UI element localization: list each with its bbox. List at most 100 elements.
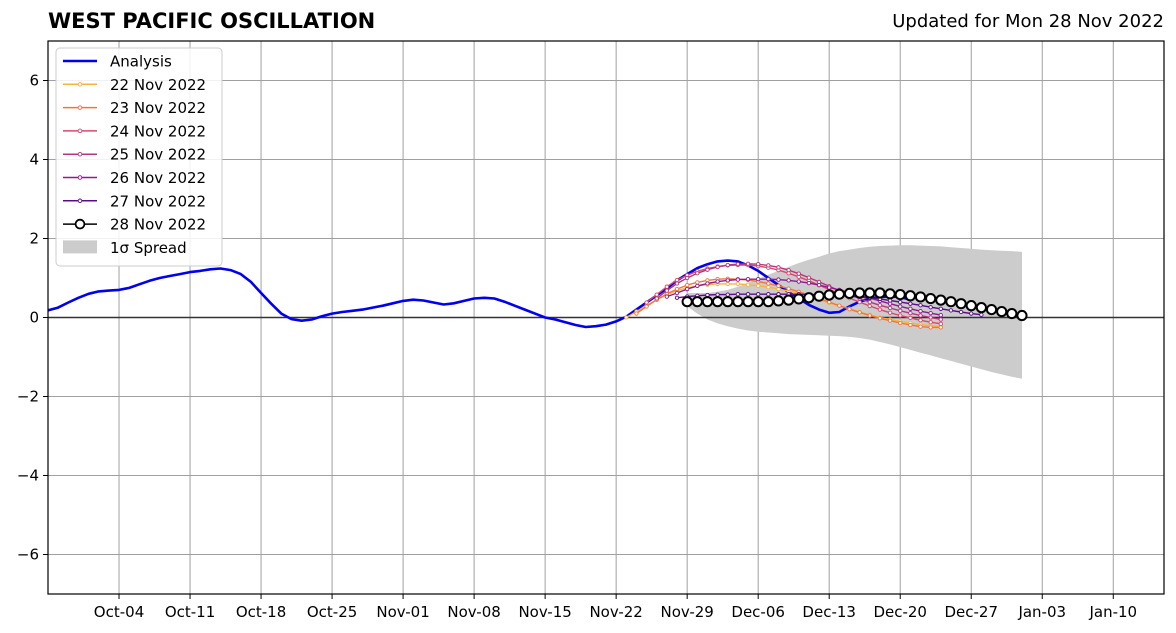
x-tick-label: Nov-01: [376, 603, 429, 621]
forecast-point: [928, 315, 933, 320]
forecast-point: [908, 311, 913, 316]
forecast-point: [908, 315, 913, 321]
forecast-point: [877, 303, 883, 308]
x-tick-label: Nov-29: [660, 603, 713, 621]
legend-marker: [77, 105, 83, 110]
forecast-point: [985, 304, 998, 316]
forecast-point: [776, 265, 781, 270]
y-tick-label: 0: [29, 309, 39, 327]
legend-label: 25 Nov 2022: [110, 146, 206, 164]
forecast-point: [634, 311, 639, 316]
forecast-point: [898, 320, 903, 326]
forecast-point: [654, 292, 659, 297]
forecast-point: [833, 288, 845, 300]
forecast-point: [1006, 307, 1018, 320]
chart-title: WEST PACIFIC OSCILLATION: [48, 9, 376, 33]
forecast-point: [806, 280, 812, 286]
forecast-point: [898, 308, 903, 313]
forecast-point: [925, 292, 937, 305]
forecast-point: [938, 321, 943, 326]
forecast-point: [742, 296, 754, 308]
forecast-point: [816, 282, 822, 288]
x-tick-label: Dec-13: [802, 603, 856, 621]
forecast-point: [813, 290, 825, 302]
forecast-point: [938, 325, 943, 330]
forecast-point: [715, 279, 720, 284]
forecast-point: [766, 277, 771, 282]
forecast-point: [979, 312, 984, 317]
forecast-point: [722, 296, 734, 308]
legend: Analysis 22 Nov 2022 23 Nov 2022 24 Nov 202…: [55, 47, 223, 267]
forecast-point: [955, 298, 967, 310]
plot-layer: [48, 245, 1164, 379]
x-tick-label: Oct-11: [165, 603, 215, 621]
forecast-point: [654, 296, 659, 301]
forecast-point: [674, 286, 680, 292]
x-tick-label: Jan-10: [1088, 603, 1137, 621]
legend-label: 26 Nov 2022: [110, 169, 206, 187]
y-tick-label: −2: [17, 388, 39, 406]
forecast-point: [928, 305, 933, 310]
x-tick-label: Nov-08: [447, 603, 500, 621]
forecast-point: [725, 262, 730, 268]
forecast-point: [685, 286, 690, 292]
forecast-point: [928, 311, 933, 316]
forecast-point: [877, 307, 883, 312]
y-tick-label: 2: [29, 230, 39, 248]
forecast-point: [705, 281, 710, 286]
forecast-point: [864, 287, 876, 299]
forecast-point: [756, 262, 761, 267]
forecast-point: [908, 306, 913, 311]
forecast-point: [735, 281, 741, 287]
forecast-point: [796, 279, 801, 284]
forecast-point: [766, 281, 771, 286]
legend-marker: [77, 198, 83, 204]
forecast-point: [685, 282, 690, 288]
forecast-point: [766, 284, 771, 290]
legend-marker: [77, 151, 83, 157]
forecast-point: [756, 283, 761, 289]
axes-layer: Oct-04 Oct-11 Oct-18 Oct-25 Nov-01 Nov-08 Nov-…: [17, 40, 1165, 621]
forecast-point: [827, 285, 832, 290]
forecast-point: [948, 308, 954, 313]
forecast-point: [867, 299, 872, 305]
forecast-point: [884, 288, 896, 300]
forecast-point: [756, 292, 761, 297]
forecast-point: [786, 267, 791, 273]
legend-box: [55, 47, 223, 267]
forecast-point: [887, 318, 893, 323]
legend-label: 28 Nov 2022: [110, 216, 206, 234]
y-tick-label: −6: [17, 546, 39, 564]
forecast-point: [664, 288, 670, 293]
forecast-point: [786, 286, 791, 291]
forecast-point: [725, 281, 730, 287]
forecast-point: [772, 295, 785, 307]
forecast-point: [945, 296, 957, 308]
forecast-line-4: [666, 278, 941, 316]
forecast-point: [867, 303, 872, 309]
forecast-point: [712, 296, 724, 308]
analysis-line: [48, 259, 911, 329]
legend-swatch: [63, 240, 97, 254]
x-tick-label: Nov-22: [589, 603, 642, 621]
forecast-point: [674, 281, 680, 286]
forecast-point: [776, 283, 781, 289]
chart-subtitle: Updated for Mon 28 Nov 2022: [892, 11, 1164, 32]
forecast-point: [644, 304, 649, 309]
forecast-point: [847, 307, 852, 312]
forecast-point: [745, 277, 751, 282]
forecast-point: [996, 305, 1008, 318]
forecast-point: [691, 296, 703, 308]
forecast-point: [715, 264, 720, 270]
forecast-point: [793, 293, 805, 305]
forecast-point: [823, 289, 835, 301]
forecast-point: [756, 277, 761, 282]
forecast-point: [918, 318, 923, 323]
forecast-point: [843, 287, 856, 300]
legend-marker: [77, 82, 83, 87]
forecast-point: [918, 324, 923, 329]
forecast-point: [877, 316, 883, 321]
forecast-point: [681, 296, 693, 308]
forecast-point: [695, 283, 700, 289]
x-tick-label: Oct-18: [236, 603, 286, 621]
